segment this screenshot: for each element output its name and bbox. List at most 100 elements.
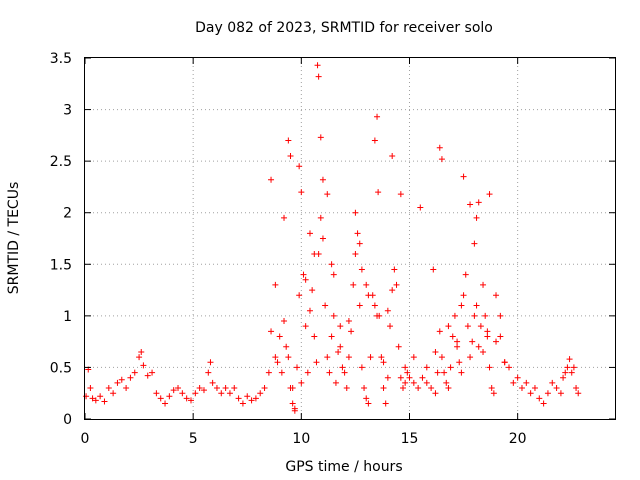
data-point — [276, 333, 283, 340]
data-point — [337, 343, 344, 350]
y-tick-label: 2 — [63, 206, 72, 222]
data-point — [319, 176, 326, 183]
data-point — [488, 385, 495, 392]
data-point — [389, 152, 396, 159]
data-point — [447, 364, 454, 371]
data-point — [518, 385, 525, 392]
data-point — [298, 379, 305, 386]
data-point — [454, 338, 461, 345]
data-point — [131, 369, 138, 376]
data-point — [417, 204, 424, 211]
data-point — [268, 176, 275, 183]
data-point — [380, 385, 387, 392]
data-point — [89, 395, 96, 402]
data-point — [356, 302, 363, 309]
data-point — [371, 302, 378, 309]
data-point — [540, 400, 547, 407]
data-point — [315, 73, 322, 80]
data-point — [410, 354, 417, 361]
data-point — [382, 400, 389, 407]
data-point — [110, 390, 117, 397]
data-point — [218, 390, 225, 397]
data-point — [475, 199, 482, 206]
data-point — [480, 348, 487, 355]
data-point — [328, 261, 335, 268]
data-point — [235, 395, 242, 402]
data-point — [560, 374, 567, 381]
data-point — [436, 144, 443, 151]
data-point — [306, 307, 313, 314]
data-point — [428, 385, 435, 392]
data-point — [557, 390, 564, 397]
data-point — [395, 343, 402, 350]
data-point — [531, 385, 538, 392]
data-point — [166, 393, 173, 400]
data-point — [497, 333, 504, 340]
data-point — [432, 348, 439, 355]
y-tick-label: 1.5 — [50, 257, 72, 273]
data-point — [573, 385, 580, 392]
data-point — [527, 390, 534, 397]
data-point — [196, 385, 203, 392]
data-point — [278, 369, 285, 376]
data-point — [566, 356, 573, 363]
data-point — [343, 385, 350, 392]
data-points — [83, 62, 582, 414]
data-point — [402, 364, 409, 371]
data-point — [123, 385, 130, 392]
data-point — [313, 359, 320, 366]
data-point — [415, 385, 422, 392]
data-point — [153, 390, 160, 397]
data-point — [471, 240, 478, 247]
data-point — [374, 113, 381, 120]
data-point — [378, 354, 385, 361]
data-point — [493, 292, 500, 299]
data-point — [257, 390, 264, 397]
chart-title: Day 082 of 2023, SRMTID for receiver sol… — [195, 20, 493, 36]
data-point — [157, 395, 164, 402]
data-point — [404, 369, 411, 376]
y-tick-label: 3.5 — [50, 51, 72, 67]
data-point — [311, 250, 318, 257]
data-point — [397, 191, 404, 198]
data-point — [300, 271, 307, 278]
data-point — [200, 387, 207, 394]
data-point — [332, 379, 339, 386]
x-tick-label: 20 — [509, 431, 527, 447]
y-tick-label: 1 — [63, 309, 72, 325]
data-point — [274, 359, 281, 366]
data-point — [454, 343, 461, 350]
data-point — [436, 328, 443, 335]
x-axis-tick-labels: 0 5 10 15 20 — [81, 431, 527, 447]
data-point — [261, 385, 268, 392]
data-point — [462, 271, 469, 278]
data-point — [449, 333, 456, 340]
data-point — [575, 390, 582, 397]
data-point — [469, 338, 476, 345]
data-point — [564, 364, 571, 371]
y-tick-label: 0.5 — [50, 360, 72, 376]
data-point — [460, 292, 467, 299]
data-point — [477, 323, 484, 330]
data-point — [287, 152, 294, 159]
data-point — [402, 379, 409, 386]
data-point — [283, 343, 290, 350]
data-point — [183, 395, 190, 402]
data-point — [281, 214, 288, 221]
data-point — [127, 374, 134, 381]
data-point — [361, 385, 368, 392]
x-tick-label: 0 — [81, 431, 90, 447]
data-point — [345, 354, 352, 361]
data-point — [97, 393, 104, 400]
data-point — [192, 390, 199, 397]
data-point — [140, 362, 147, 369]
data-point — [443, 379, 450, 386]
data-point — [356, 240, 363, 247]
data-point — [265, 369, 272, 376]
data-point — [285, 354, 292, 361]
data-point — [302, 323, 309, 330]
data-point — [397, 374, 404, 381]
data-point — [244, 393, 251, 400]
x-tick-label: 5 — [189, 431, 198, 447]
